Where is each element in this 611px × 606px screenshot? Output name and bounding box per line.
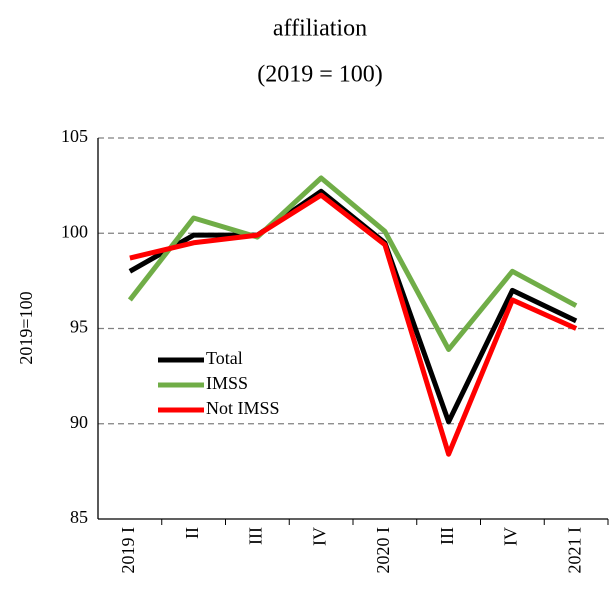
legend-label: Total xyxy=(206,348,243,368)
y-tick-label: 90 xyxy=(70,412,88,432)
x-tick-label: 2021 I xyxy=(564,527,584,574)
chart-title: affiliation xyxy=(273,16,367,42)
y-tick-label: 85 xyxy=(70,507,88,527)
y-tick-label: 105 xyxy=(61,126,88,146)
legend-label: Not IMSS xyxy=(206,398,280,418)
chart-subtitle: (2019 = 100) xyxy=(257,62,383,88)
x-tick-label: II xyxy=(182,527,202,539)
legend-label: IMSS xyxy=(206,373,248,393)
y-tick-label: 95 xyxy=(70,317,88,337)
line-series xyxy=(129,192,578,457)
x-tick-label: III xyxy=(246,527,266,545)
y-axis-label: 2019=100 xyxy=(16,291,36,364)
x-tick-label: 2020 I xyxy=(373,527,393,574)
x-tick-label: IV xyxy=(309,527,329,546)
y-tick-label: 100 xyxy=(61,221,88,241)
line-series xyxy=(127,175,578,352)
x-tick-label: IV xyxy=(501,527,521,546)
x-tick-label: 2019 I xyxy=(118,527,138,574)
x-tick-label: III xyxy=(437,527,457,545)
